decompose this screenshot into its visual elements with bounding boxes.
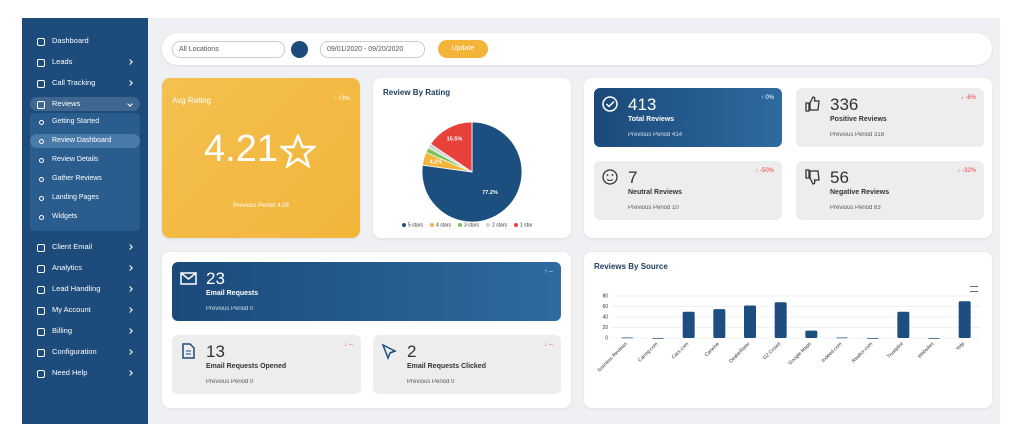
previous: Previous Period 10	[628, 205, 679, 211]
previous: Previous Period 83	[830, 205, 881, 211]
icon	[805, 96, 820, 112]
previous: Previous Period 0	[206, 306, 254, 312]
stat-card: 13 ↓ -- Email Requests Opened Previous Peri…	[172, 335, 361, 394]
chart-title: Review By Rating	[383, 88, 451, 97]
card-title: Avg Rating	[172, 96, 211, 105]
icon	[381, 343, 397, 361]
label: Positive Reviews	[830, 116, 887, 123]
change: ↑ --	[544, 269, 553, 275]
nav-item[interactable]: Analytics	[30, 261, 140, 275]
nav-item[interactable]: Call Tracking	[30, 76, 140, 90]
label: Email Requests Clicked	[407, 363, 486, 370]
change: ↑ +3%	[333, 96, 350, 102]
previous: Previous Period 4.08	[233, 203, 289, 209]
stat-card: 2 ↓ -- Email Requests Clicked Previous Peri…	[373, 335, 561, 394]
label: Total Reviews	[628, 116, 675, 123]
previous: Previous Period 0	[206, 379, 254, 385]
nav-subitem[interactable]: Widgets	[30, 210, 140, 224]
change: ↓ -6%	[960, 95, 976, 101]
nav-item[interactable]: Client Email	[30, 240, 140, 254]
value: 56	[830, 168, 849, 187]
value: 2	[407, 342, 417, 361]
nav-item[interactable]: Leads	[30, 55, 140, 69]
icon	[182, 343, 195, 359]
change: ↓ -32%	[957, 168, 976, 174]
nav-item[interactable]: Lead Handling	[30, 282, 140, 296]
nav-item[interactable]: Dashboard	[30, 34, 140, 48]
toolbar: All Locations 09/01/2020 - 09/20/2020 Up…	[162, 33, 992, 65]
value: 23	[206, 269, 225, 288]
value: 13	[206, 342, 225, 361]
label: Negative Reviews	[830, 189, 890, 196]
menu-icon[interactable]	[970, 286, 978, 292]
label: Email Requests Opened	[206, 363, 287, 370]
value: 336	[830, 95, 859, 114]
previous: Previous Period 414	[628, 132, 683, 138]
update-button[interactable]: Update	[438, 40, 488, 58]
nav-item[interactable]: Reviews	[30, 97, 140, 111]
change: ↓ -50%	[755, 168, 774, 174]
nav-item[interactable]: Need Help	[30, 366, 140, 380]
date-range[interactable]: 09/01/2020 - 09/20/2020	[320, 41, 425, 58]
sidebar: Dashboard Leads Call Tracking Reviews Gettin…	[22, 18, 148, 424]
stat-card: 23 ↑ -- Email Requests Previous Period 0	[172, 262, 561, 321]
change: ↓ --	[344, 342, 353, 348]
icon	[180, 272, 197, 285]
refresh-button[interactable]	[291, 41, 308, 58]
nav-item[interactable]: Billing	[30, 324, 140, 338]
star-icon	[280, 134, 316, 168]
nav-item[interactable]: Configuration	[30, 345, 140, 359]
stat-card: 413 ↑ 0% Total Reviews Previous Period 414	[594, 88, 782, 147]
nav-subitem[interactable]: Review Details	[30, 153, 140, 167]
nav-item[interactable]: My Account	[30, 303, 140, 317]
nav-subitem[interactable]: Review Dashboard	[30, 134, 140, 148]
label: Email Requests	[206, 290, 259, 297]
stats-panel: 413 ↑ 0% Total Reviews Previous Period 414 3…	[584, 78, 992, 238]
label: Neutral Reviews	[628, 189, 683, 196]
change: ↑ 0%	[760, 95, 774, 101]
avg-rating-card: Avg Rating ↑ +3% 4.21 Previous Period 4.…	[162, 78, 360, 238]
submenu	[30, 113, 140, 231]
icon	[602, 96, 618, 112]
email-panel: 23 ↑ -- Email Requests Previous Period 0 13 ↓…	[162, 252, 571, 408]
rating-value: 4.21	[204, 128, 278, 170]
nav-subitem[interactable]: Getting Started	[30, 115, 140, 129]
stat-card: 336 ↓ -6% Positive Reviews Previous Period …	[796, 88, 984, 147]
source-card: Reviews By Source	[584, 252, 992, 408]
icon	[602, 169, 618, 185]
nav-subitem[interactable]: Gather Reviews	[30, 172, 140, 186]
nav-subitem[interactable]: Landing Pages	[30, 191, 140, 205]
previous: Previous Period 0	[407, 379, 455, 385]
rating-card: Review By Rating	[373, 78, 571, 238]
stat-card: 7 ↓ -50% Neutral Reviews Previous Period 10	[594, 161, 782, 220]
change: ↓ --	[544, 342, 553, 348]
value: 7	[628, 168, 638, 187]
previous: Previous Period 318	[830, 132, 885, 138]
value: 413	[628, 95, 657, 114]
icon	[805, 169, 820, 185]
location-select[interactable]: All Locations	[172, 41, 285, 58]
chart-title: Reviews By Source	[594, 262, 668, 271]
stat-card: 56 ↓ -32% Negative Reviews Previous Period …	[796, 161, 984, 220]
